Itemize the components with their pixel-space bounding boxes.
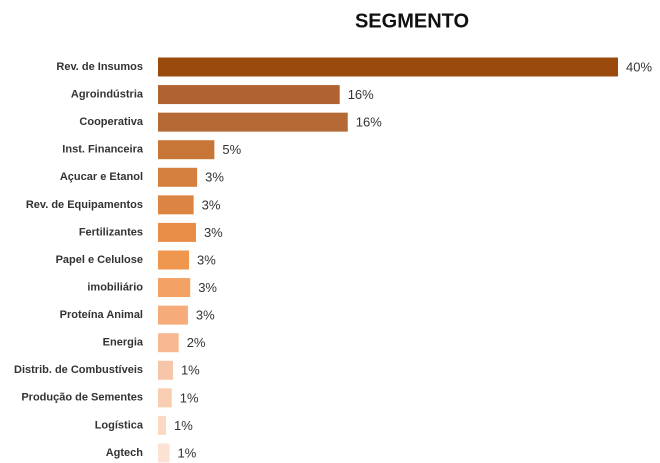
- value-label: 2%: [187, 335, 206, 350]
- bar: [158, 167, 198, 187]
- bar: [158, 278, 191, 298]
- category-label: Distrib. de Combustíveis: [14, 364, 143, 376]
- value-label: 3%: [205, 170, 224, 185]
- value-label: 3%: [196, 308, 215, 323]
- value-label: 16%: [356, 115, 382, 130]
- bar: [158, 222, 196, 242]
- category-label: Logística: [95, 419, 144, 431]
- category-label: Rev. de Equipamentos: [26, 199, 143, 211]
- category-label: Rev. de Insumos: [56, 61, 143, 73]
- category-label: Energia: [103, 337, 144, 349]
- category-label: Proteína Animal: [60, 309, 143, 321]
- value-label: 3%: [204, 225, 223, 240]
- value-label: 1%: [181, 363, 200, 378]
- value-label: 16%: [348, 87, 374, 102]
- category-label: Agtech: [106, 447, 144, 459]
- bar: [158, 443, 170, 463]
- category-label: Agroindústria: [71, 88, 144, 100]
- value-label: 1%: [180, 390, 199, 405]
- chart-title: SEGMENTO: [355, 10, 469, 32]
- category-label: Cooperativa: [79, 116, 143, 128]
- bar: [158, 195, 194, 215]
- value-label: 1%: [174, 418, 193, 433]
- bar: [158, 140, 215, 160]
- category-label: imobiliário: [87, 281, 143, 293]
- bar: [158, 57, 618, 77]
- bar: [158, 415, 167, 435]
- category-label: Papel e Celulose: [56, 254, 143, 266]
- bar: [158, 305, 188, 325]
- value-label: 3%: [202, 197, 221, 212]
- category-label: Fertilizantes: [79, 226, 143, 238]
- category-label: Inst. Financeira: [62, 144, 144, 156]
- bar: [158, 112, 348, 132]
- value-label: 40%: [626, 59, 652, 74]
- value-label: 3%: [197, 252, 216, 267]
- category-label: Açucar e Etanol: [60, 171, 143, 183]
- category-label: Produção de Sementes: [21, 392, 143, 404]
- bar: [158, 360, 173, 380]
- bar: [158, 85, 340, 105]
- bar: [158, 250, 190, 270]
- value-label: 5%: [222, 142, 241, 157]
- bar: [158, 388, 172, 408]
- value-label: 1%: [178, 445, 197, 460]
- bar: [158, 333, 179, 353]
- value-label: 3%: [198, 280, 217, 295]
